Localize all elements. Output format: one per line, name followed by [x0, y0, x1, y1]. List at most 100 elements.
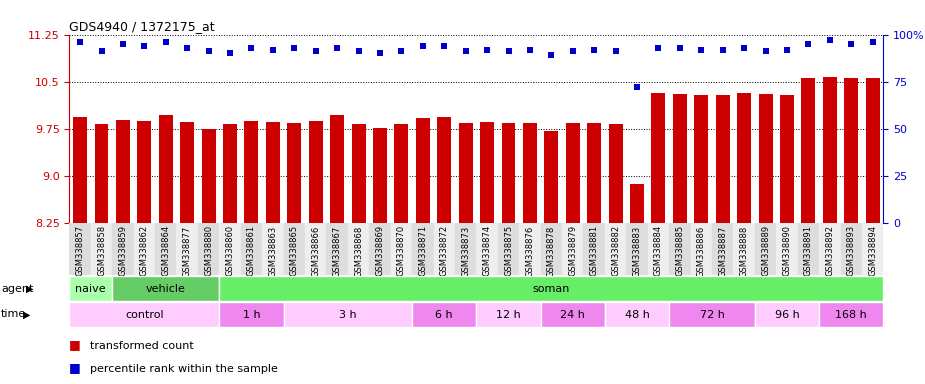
Point [287, 45, 302, 51]
Text: GSM338863: GSM338863 [268, 225, 278, 276]
Bar [434, 223, 455, 275]
Bar [138, 121, 152, 223]
Text: GSM338865: GSM338865 [290, 225, 299, 276]
Point [116, 41, 130, 47]
Text: GSM338882: GSM338882 [611, 225, 620, 276]
Point [202, 48, 216, 55]
Bar [545, 131, 559, 223]
Bar [669, 223, 691, 275]
Point [672, 45, 687, 51]
Point [437, 43, 451, 49]
Text: GSM338888: GSM338888 [740, 225, 748, 276]
Bar [820, 302, 883, 327]
Bar [866, 78, 880, 223]
Point [415, 43, 430, 49]
Text: GSM338892: GSM338892 [825, 225, 834, 276]
Bar [476, 223, 498, 275]
Text: 6 h: 6 h [436, 310, 453, 320]
Bar [177, 223, 198, 275]
Bar [116, 120, 130, 223]
Bar [155, 223, 177, 275]
Point [179, 45, 194, 51]
Bar [605, 223, 626, 275]
Bar [498, 223, 519, 275]
Bar [672, 94, 687, 223]
Text: 3 h: 3 h [339, 310, 357, 320]
Point [501, 48, 516, 55]
Bar [373, 128, 387, 223]
Text: transformed count: transformed count [90, 341, 193, 351]
Text: percentile rank within the sample: percentile rank within the sample [90, 364, 278, 374]
Bar [587, 123, 601, 223]
Point [394, 48, 409, 55]
Bar [609, 124, 623, 223]
Bar [330, 116, 344, 223]
Bar [605, 302, 669, 327]
Point [523, 46, 537, 53]
Text: agent: agent [1, 284, 33, 294]
Bar [862, 223, 883, 275]
Point [223, 50, 238, 56]
Text: control: control [125, 310, 164, 320]
Text: GSM338879: GSM338879 [568, 225, 577, 276]
Bar [133, 223, 155, 275]
Text: GSM338880: GSM338880 [204, 225, 213, 276]
Point [373, 50, 388, 56]
Bar [455, 223, 476, 275]
Bar [630, 184, 644, 223]
Bar [390, 223, 413, 275]
Bar [823, 76, 837, 223]
Bar [309, 121, 323, 223]
Bar [112, 223, 133, 275]
Point [844, 41, 858, 47]
Text: GSM338893: GSM338893 [846, 225, 856, 276]
Point [758, 48, 773, 55]
Bar [69, 302, 219, 327]
Point [73, 39, 88, 45]
Text: GSM338866: GSM338866 [311, 225, 320, 276]
Text: GSM338857: GSM338857 [76, 225, 84, 276]
Bar [91, 223, 112, 275]
Text: GSM338874: GSM338874 [483, 225, 491, 276]
Text: 48 h: 48 h [624, 310, 649, 320]
Bar [223, 124, 237, 223]
Text: GSM338878: GSM338878 [547, 225, 556, 276]
Text: GSM338862: GSM338862 [140, 225, 149, 276]
Bar [69, 223, 91, 275]
Bar [523, 123, 536, 223]
Text: GSM338864: GSM338864 [161, 225, 170, 276]
Text: 1 h: 1 h [242, 310, 260, 320]
Bar [801, 78, 815, 223]
Bar [459, 123, 473, 223]
Point [651, 45, 666, 51]
Bar [159, 116, 173, 223]
Text: GSM338885: GSM338885 [675, 225, 684, 276]
Bar [262, 223, 284, 275]
Bar [288, 123, 302, 223]
Text: GSM338875: GSM338875 [504, 225, 513, 276]
Text: GSM338894: GSM338894 [869, 225, 877, 276]
Bar [669, 302, 755, 327]
Point [736, 45, 751, 51]
Bar [413, 223, 434, 275]
Point [865, 39, 880, 45]
Point [715, 46, 730, 53]
Text: vehicle: vehicle [146, 284, 186, 294]
Text: naive: naive [76, 284, 106, 294]
Text: GSM338883: GSM338883 [633, 225, 642, 276]
Point [586, 46, 601, 53]
Bar [780, 95, 794, 223]
Bar [691, 223, 712, 275]
Bar [540, 223, 562, 275]
Point [329, 45, 344, 51]
Bar [180, 122, 194, 223]
Bar [820, 223, 841, 275]
Bar [219, 223, 240, 275]
Bar [562, 223, 584, 275]
Text: 96 h: 96 h [774, 310, 799, 320]
Point [565, 48, 580, 55]
Bar [352, 124, 365, 223]
Text: GSM338870: GSM338870 [397, 225, 406, 276]
Text: GSM338881: GSM338881 [590, 225, 598, 276]
Bar [219, 276, 883, 301]
